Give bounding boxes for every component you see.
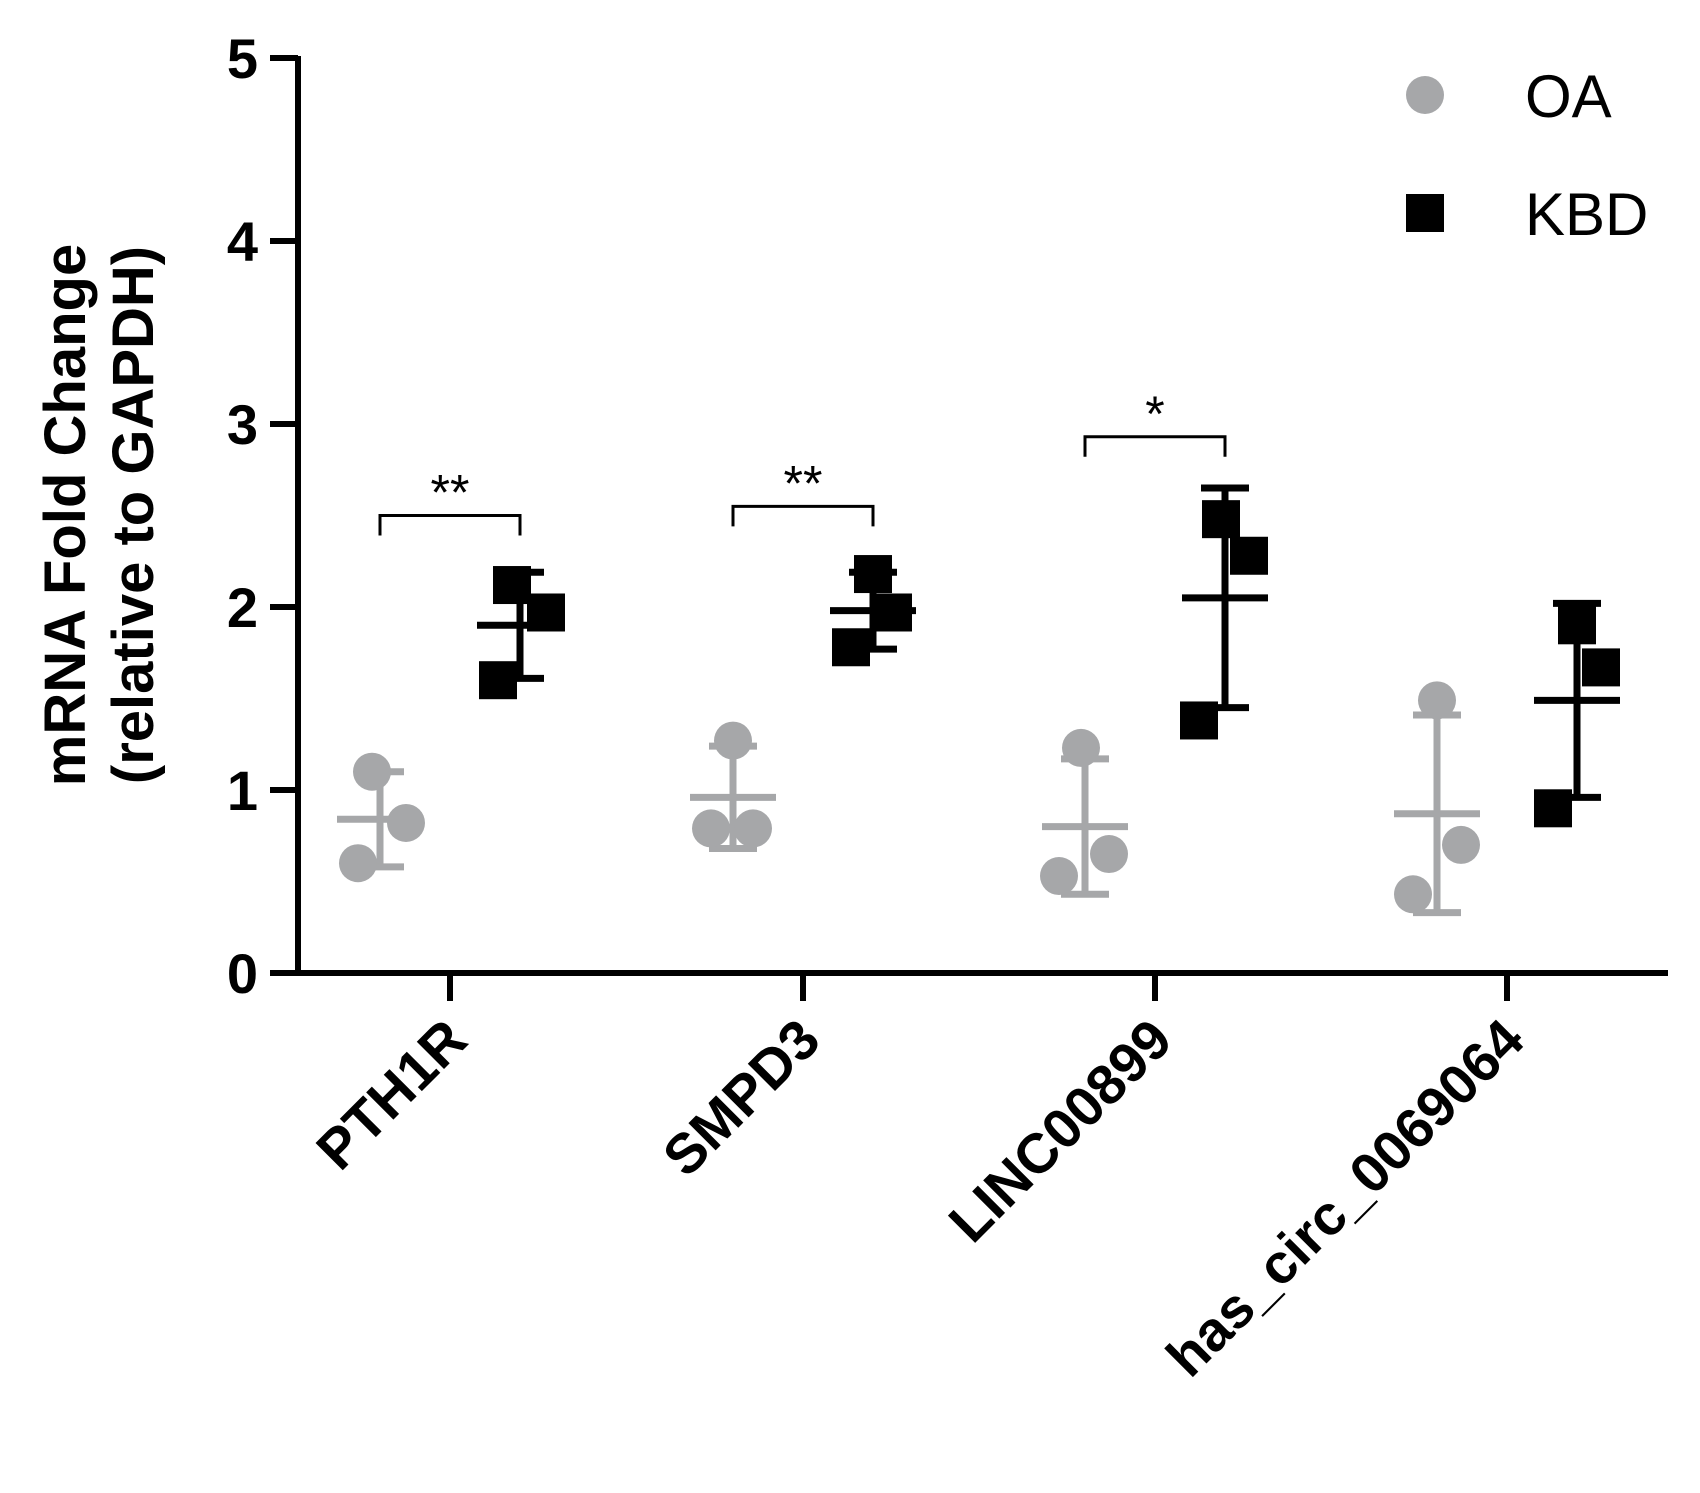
data-point-kbd: [527, 593, 565, 632]
y-axis-title-line-1: mRNA Fold Change: [33, 244, 98, 786]
significance-label: **: [431, 465, 470, 521]
y-tick-label: 5: [227, 27, 258, 90]
data-point-oa: [1062, 728, 1100, 767]
legend-label: KBD: [1525, 181, 1648, 248]
y-tick-label: 2: [227, 576, 258, 639]
data-point-oa: [387, 803, 425, 842]
data-point-oa: [353, 752, 391, 791]
data-point-kbd: [854, 555, 892, 594]
data-point-kbd: [1582, 648, 1620, 687]
data-point-oa: [1394, 875, 1432, 914]
x-tick-label: SMPD3: [651, 1007, 832, 1188]
y-tick-label: 3: [227, 393, 258, 456]
y-tick-label: 1: [227, 759, 258, 822]
x-tick-label: PTH1R: [304, 1007, 478, 1181]
data-point-oa: [1418, 681, 1456, 720]
data-point-kbd: [874, 593, 912, 632]
legend-marker-kbd: [1406, 194, 1444, 232]
legend-label: OA: [1525, 63, 1612, 130]
x-tick-label: has_circ_0069064: [1154, 1007, 1535, 1388]
data-point-oa: [714, 721, 752, 760]
significance-label: *: [1145, 386, 1164, 442]
data-point-oa: [692, 809, 730, 848]
data-point-oa: [1040, 857, 1078, 896]
y-tick-label: 4: [227, 210, 258, 273]
data-point-kbd: [1202, 500, 1240, 539]
data-points: [339, 500, 1620, 914]
data-point-kbd: [1534, 789, 1572, 828]
data-point-kbd: [493, 566, 531, 605]
y-tick-label: 0: [227, 942, 258, 1005]
data-point-kbd: [1230, 536, 1268, 575]
significance-bracket: [378, 514, 522, 536]
significance-brackets: ** ***: [378, 386, 1227, 536]
data-point-kbd: [479, 661, 517, 700]
significance-label: **: [784, 455, 823, 511]
significance-bracket: [731, 504, 875, 527]
y-axis-title: mRNA Fold Change (relative to GAPDH): [33, 244, 166, 786]
significance-bracket: [1083, 435, 1227, 457]
data-point-oa: [734, 809, 772, 848]
x-tick-label: LINC00899: [936, 1007, 1183, 1254]
legend: OA KBD: [1406, 63, 1648, 248]
data-point-kbd: [1180, 701, 1218, 740]
data-point-oa: [339, 844, 377, 883]
data-point-oa: [1090, 835, 1128, 874]
data-point-kbd: [832, 628, 870, 667]
y-axis-title-line-2: (relative to GAPDH): [101, 246, 166, 784]
data-point-oa: [1442, 825, 1480, 864]
data-point-kbd: [1558, 606, 1596, 645]
legend-marker-oa: [1406, 76, 1444, 114]
